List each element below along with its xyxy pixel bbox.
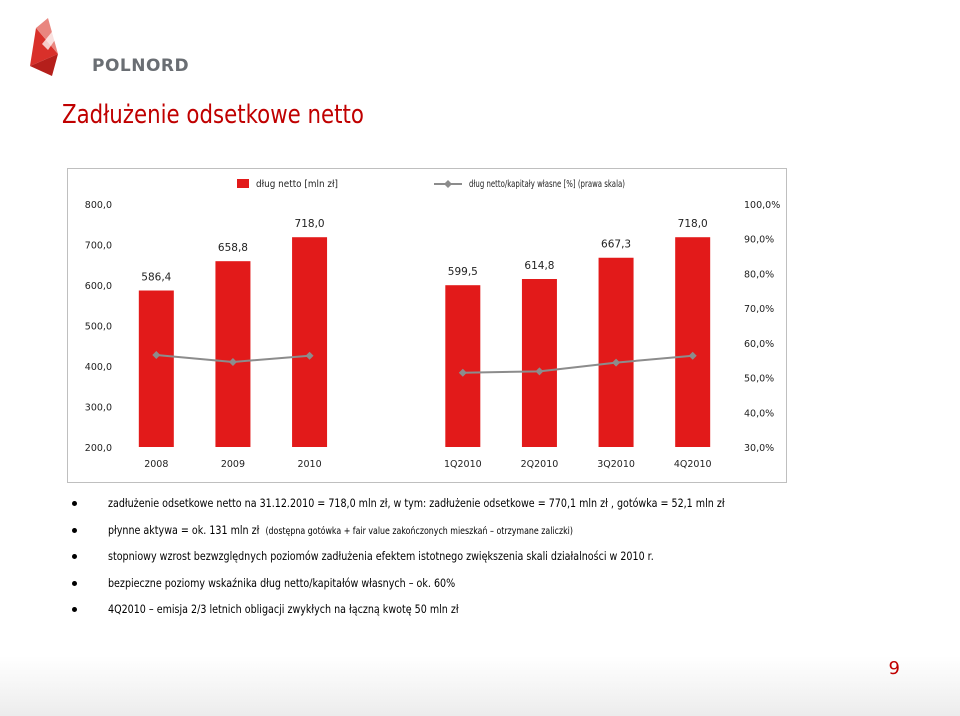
bullet-text: płynne aktywa = ok. 131 mln zł (dostępna… <box>108 517 573 546</box>
x-tick-label: 1Q2010 <box>444 459 482 470</box>
bullet-text: zadłużenie odsetkowe netto na 31.12.2010… <box>108 496 725 510</box>
bar <box>215 261 251 447</box>
bullet-text: bezpieczne poziomy wskaźnika dług netto/… <box>108 575 456 590</box>
page-title: Zadłużenie odsetkowe netto <box>62 100 364 130</box>
line-point <box>458 368 467 377</box>
line-point <box>535 367 544 376</box>
bullet-dot <box>72 501 77 506</box>
line-point <box>228 357 237 366</box>
chart-frame: 200,0 300,0 400,0 500,0 600,0 700,0 800,0 30,0%… <box>67 168 787 483</box>
bar <box>521 279 557 447</box>
data-label: 718,0 <box>678 218 708 230</box>
y2-tick-label: 60,0% <box>744 339 774 350</box>
x-tick-label: 2008 <box>144 459 168 470</box>
bullet-text: 4Q2010 – emisja 2/3 letnich obligacji zw… <box>108 602 459 616</box>
x-tick-label: 3Q2010 <box>597 459 635 470</box>
data-label: 586,4 <box>141 272 171 284</box>
x-tick-label: 2Q2010 <box>521 459 559 470</box>
line-point <box>152 351 161 360</box>
bar <box>445 285 481 447</box>
bar <box>292 237 328 447</box>
y-tick-label: 800,0 <box>85 200 112 211</box>
x-tick-label: 4Q2010 <box>674 459 712 470</box>
data-label: 667,3 <box>601 239 631 251</box>
x-tick-label: 2009 <box>221 459 245 470</box>
bullet-dot <box>72 580 77 586</box>
data-label: 718,0 <box>295 218 325 230</box>
bullet-item: stopniowy wzrost bezwzględnych poziomów … <box>72 543 932 570</box>
bullet-list: zadłużenie odsetkowe netto na 31.12.2010… <box>72 490 932 623</box>
y-tick-label: 400,0 <box>85 362 112 373</box>
y-tick-label: 200,0 <box>85 443 112 454</box>
data-label: 658,8 <box>218 242 248 254</box>
bullet-main-text: płynne aktywa = ok. 131 mln zł <box>108 522 260 537</box>
y2-tick-label: 80,0% <box>744 269 774 280</box>
y2-tick-label: 30,0% <box>744 443 774 454</box>
y-tick-label: 300,0 <box>85 403 112 414</box>
bullet-item: płynne aktywa = ok. 131 mln zł (dostępna… <box>72 517 932 544</box>
bullet-item: bezpieczne poziomy wskaźnika dług netto/… <box>72 570 932 597</box>
logo-text: POLNORD <box>92 56 190 76</box>
legend-label-bar: dług netto [mln zł] <box>256 179 338 190</box>
data-label: 614,8 <box>524 260 554 272</box>
line-point <box>612 358 621 367</box>
bullet-note: (dostępna gotówka + fair value zakończon… <box>265 525 573 537</box>
y2-tick-label: 40,0% <box>744 408 774 419</box>
y-tick-label: 700,0 <box>85 241 112 252</box>
x-tick-label: 2010 <box>297 459 321 470</box>
bullet-text: stopniowy wzrost bezwzględnych poziomów … <box>108 549 654 563</box>
bullet-item: 4Q2010 – emisja 2/3 letnich obligacji zw… <box>72 596 932 623</box>
y2-tick-label: 90,0% <box>744 235 774 246</box>
chart: 200,0 300,0 400,0 500,0 600,0 700,0 800,0 30,0%… <box>85 179 780 470</box>
legend-swatch-bar <box>237 179 249 188</box>
page-number: 9 <box>888 658 900 679</box>
bar <box>598 257 634 447</box>
bullet-item: zadłużenie odsetkowe netto na 31.12.2010… <box>72 490 932 517</box>
legend-swatch-marker <box>444 180 452 188</box>
bar <box>675 237 711 447</box>
data-label: 599,5 <box>448 266 478 278</box>
bullet-dot <box>72 554 77 559</box>
y-tick-label: 600,0 <box>85 281 112 292</box>
bullet-dot <box>72 607 77 612</box>
bullet-dot <box>72 527 77 533</box>
y2-tick-label: 70,0% <box>744 304 774 315</box>
y2-tick-label: 100,0% <box>744 200 780 211</box>
line-point <box>688 351 697 360</box>
logo-mark-icon <box>30 18 66 76</box>
bar <box>138 290 174 447</box>
line-point <box>305 351 314 360</box>
y2-tick-label: 50,0% <box>744 374 774 385</box>
polnord-logo: POLNORD <box>22 14 189 89</box>
legend-label-line: dług netto/kapitały własne [%] (prawa sk… <box>469 179 625 190</box>
line-series <box>462 354 693 374</box>
y-tick-label: 500,0 <box>85 322 112 333</box>
footer-band <box>0 656 960 716</box>
